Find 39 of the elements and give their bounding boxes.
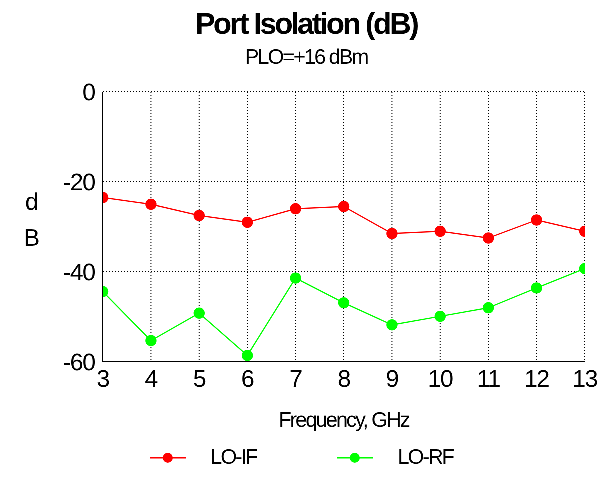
point [242,350,254,362]
chart-title: Port Isolation (dB) [194,8,419,42]
x-tick-label: 7 [290,366,303,394]
x-tick-label: 10 [428,366,454,394]
point [483,302,494,314]
point [386,320,398,331]
point [146,198,157,210]
point [146,335,157,346]
y-tick-label: -40 [63,260,96,287]
point [290,272,302,284]
y-tick-label: 0 [82,80,96,107]
legend-label: LO-IF [210,446,257,470]
x-tick-label: 8 [338,366,351,394]
point [194,308,205,319]
x-tick-label: 11 [477,366,501,394]
point [531,282,542,294]
y-tick-label: -20 [63,170,96,197]
x-tick-label: 9 [386,366,400,394]
point [290,203,302,215]
x-tick-label: 3 [96,366,110,394]
x-tick-label: 4 [145,366,158,394]
y-tick-label: -60 [63,350,96,377]
y-axis-title: dB [24,189,40,252]
x-tick-label: 12 [524,366,550,394]
point [194,210,205,222]
x-tick-label: 6 [241,366,254,394]
legend-label: LO-RF [396,446,454,470]
point [434,226,446,238]
x-tick-label: 5 [193,366,206,394]
point [338,201,350,212]
point [483,232,494,244]
point [531,214,542,226]
x-axis-title: Frequency, GHz [278,409,410,432]
x-tick-label: 13 [572,366,598,394]
chart-subtitle: PLO=+16 dBm [244,46,369,70]
point [434,310,446,322]
point [338,297,350,309]
point [242,216,254,228]
point [386,228,398,240]
